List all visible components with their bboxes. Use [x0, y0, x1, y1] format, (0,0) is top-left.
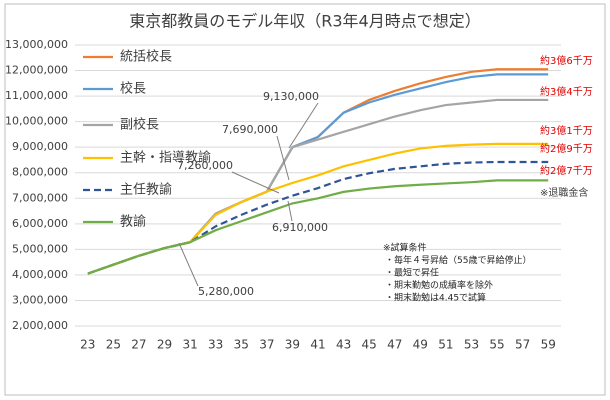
leader-line — [231, 171, 280, 194]
right-label: 約2億9千万 — [540, 142, 593, 155]
y-tick-label: 4,000,000 — [12, 268, 68, 281]
leader-line — [288, 102, 319, 149]
leader-line — [178, 242, 199, 287]
y-tick-label: 8,000,000 — [12, 166, 68, 179]
note: ・期末勤勉は4.45で試算 — [385, 292, 486, 304]
x-tick-label: 37 — [259, 338, 274, 352]
y-tick-label: 2,000,000 — [12, 319, 68, 332]
chart-border — [4, 3, 606, 396]
x-tick-label: 47 — [387, 338, 402, 352]
note: ・最短で昇任 — [385, 267, 439, 279]
y-tick-label: 10,000,000 — [5, 115, 68, 128]
right-label: 約3億6千万 — [540, 54, 593, 67]
legend-label: 統括校長 — [120, 49, 172, 65]
x-tick-label: 55 — [489, 338, 504, 352]
x-tick-label: 57 — [515, 338, 530, 352]
x-tick-label: 43 — [336, 338, 351, 352]
x-tick-label: 59 — [541, 338, 556, 352]
leader-line — [276, 135, 290, 181]
y-tick-label: 13,000,000 — [5, 38, 68, 51]
y-tick-label: 9,000,000 — [12, 140, 68, 153]
note: ※試算条件 — [383, 242, 427, 254]
x-tick-label: 25 — [106, 338, 121, 352]
right-label: 約3億4千万 — [540, 85, 593, 98]
x-tick-label: 51 — [438, 338, 453, 352]
x-tick-label: 31 — [182, 338, 197, 352]
x-tick-label: 53 — [464, 338, 479, 352]
leader-line — [287, 200, 293, 222]
annotation: 7,690,000 — [222, 123, 278, 136]
y-tick-label: 11,000,000 — [5, 89, 68, 102]
annotation: 6,910,000 — [272, 221, 328, 234]
right-label: 約2億7千万 — [540, 164, 593, 177]
note: ・期末勤勉の成績率を除外 — [385, 279, 493, 291]
annotation: 5,280,000 — [198, 285, 254, 298]
x-tick-label: 39 — [285, 338, 300, 352]
y-tick-label: 3,000,000 — [12, 293, 68, 306]
x-tick-label: 29 — [157, 338, 172, 352]
legend-label: 主任教諭 — [120, 182, 172, 198]
legend-label: 副校長 — [120, 117, 159, 133]
legend-label: 校長 — [120, 81, 146, 97]
x-tick-label: 27 — [131, 338, 146, 352]
y-tick-label: 6,000,000 — [12, 217, 68, 230]
chart-title: 東京都教員のモデル年収（R3年4月時点で想定） — [129, 12, 480, 31]
x-tick-label: 45 — [362, 338, 377, 352]
right-label: ※退職金含 — [540, 186, 588, 199]
x-tick-label: 35 — [234, 338, 249, 352]
right-label: 約3億1千万 — [540, 124, 593, 137]
y-tick-label: 7,000,000 — [12, 191, 68, 204]
x-tick-label: 23 — [80, 338, 95, 352]
annotation: 9,130,000 — [263, 90, 319, 103]
y-tick-label: 12,000,000 — [5, 64, 68, 77]
x-tick-label: 41 — [310, 338, 325, 352]
note: ・毎年４号昇給（55歳で昇給停止） — [385, 254, 531, 266]
series-line — [87, 179, 549, 275]
annotation: 7,260,000 — [177, 159, 233, 172]
legend-label: 主幹・指導教諭 — [120, 150, 211, 166]
x-tick-label: 33 — [208, 338, 223, 352]
y-tick-label: 5,000,000 — [12, 242, 68, 255]
x-tick-label: 49 — [413, 338, 428, 352]
legend-label: 教諭 — [120, 214, 146, 230]
